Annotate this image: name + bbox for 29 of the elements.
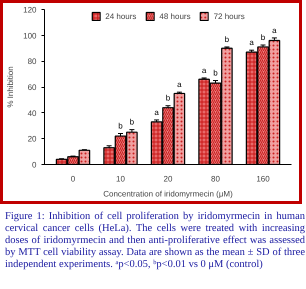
y-tick-label: 0: [32, 160, 38, 170]
y-tick-label: 100: [23, 31, 38, 40]
y-tick-label: 80: [28, 57, 38, 66]
x-tick-label: 0: [70, 174, 76, 184]
y-tick-label: 20: [28, 134, 38, 144]
caption: Figure 1: Inhibition of cell proliferation by iridomyrmecin in human cervical cancer cells (HeLa). The cells were treated with increasing doses of iridomyrmecin and then anti-proliferative effect was assessed by MTT cell viability assay. Data are shown as the mean ± SD of three independent experiments. ᵃp<0.05, ᵇp<0.01 vs 0 μM (control): [5, 211, 305, 272]
x-tick-label: 160: [256, 174, 270, 184]
data-label: a: [154, 108, 160, 117]
y-tick-label: 40: [28, 108, 38, 118]
data-label: a: [249, 38, 254, 48]
y-tick-label: 60: [28, 83, 38, 92]
data-label: a: [177, 80, 182, 90]
legend-label: 72 hours: [214, 12, 245, 20]
data-label: b: [260, 33, 266, 42]
data-label: a: [202, 66, 207, 75]
legend-label: 48 hours: [159, 12, 191, 20]
data-label: a: [272, 26, 278, 35]
data-label: b: [130, 118, 135, 127]
x-axis-title: Concentration of iridomyrmecin (μM): [103, 190, 234, 198]
y-axis-title: % Inhibition: [6, 66, 16, 108]
data-label: b: [118, 122, 124, 130]
y-tick-label: 120: [23, 6, 38, 14]
x-tick-label: 80: [211, 174, 220, 184]
x-tick-label: 10: [116, 174, 126, 184]
x-tick-label: 20: [164, 174, 173, 184]
data-label: b: [213, 68, 218, 78]
data-label: b: [224, 34, 230, 44]
legend-label: 24 hours: [105, 12, 136, 20]
data-label: b: [166, 94, 171, 103]
